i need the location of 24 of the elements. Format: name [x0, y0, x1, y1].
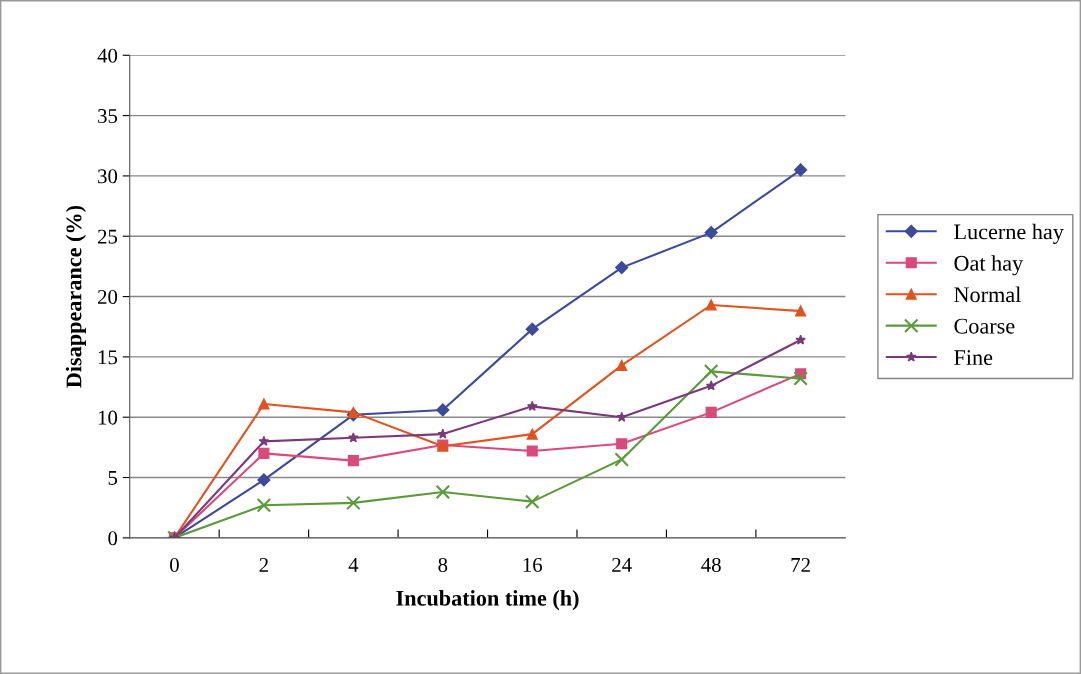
y-tick-label: 40 — [97, 48, 118, 63]
x-tick-label: 2 — [259, 557, 268, 572]
legend-label: Normal — [954, 286, 1021, 303]
y-tick-label: 25 — [98, 229, 118, 244]
y-tick-label: 5 — [108, 471, 118, 485]
y-tick-label: 15 — [98, 350, 118, 365]
legend-label: Lucerne hay — [954, 223, 1064, 244]
y-tick-label: 10 — [98, 410, 118, 425]
y-tick-label: 35 — [98, 109, 118, 124]
x-tick-label: 72 — [791, 557, 810, 572]
legend-label: Coarse — [954, 318, 1015, 334]
x-tick-label: 0 — [170, 557, 179, 572]
legend-label: Oat hay — [954, 255, 1024, 276]
y-tick-label: 0 — [108, 531, 118, 546]
x-tick-label: 24 — [612, 557, 632, 572]
legend-label: Fine — [954, 350, 993, 366]
x-tick-label: 4 — [348, 558, 359, 572]
y-axis-title: Disappearance (%) — [65, 205, 86, 388]
y-tick-label: 30 — [98, 169, 118, 184]
x-axis-title: Incubation time (h) — [396, 590, 579, 611]
x-tick-label: 16 — [523, 557, 543, 572]
x-tick-label: 48 — [701, 557, 721, 572]
y-tick-label: 20 — [98, 289, 118, 304]
x-tick-label: 8 — [438, 557, 448, 572]
